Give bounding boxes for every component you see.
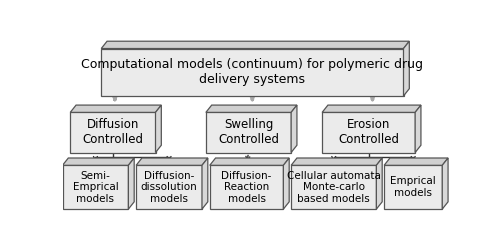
Polygon shape bbox=[101, 49, 404, 96]
Text: Computational models (continuum) for polymeric drug
delivery systems: Computational models (continuum) for pol… bbox=[82, 58, 423, 86]
Polygon shape bbox=[101, 41, 410, 49]
Polygon shape bbox=[384, 165, 442, 209]
Polygon shape bbox=[404, 41, 409, 96]
Polygon shape bbox=[156, 105, 162, 153]
Text: Emprical
models: Emprical models bbox=[390, 176, 436, 198]
Polygon shape bbox=[206, 112, 291, 153]
Polygon shape bbox=[210, 158, 289, 165]
Polygon shape bbox=[128, 158, 134, 209]
Polygon shape bbox=[291, 158, 382, 165]
Text: Cellular automata
Monte-carlo
based models: Cellular automata Monte-carlo based mode… bbox=[287, 171, 380, 204]
Polygon shape bbox=[136, 165, 202, 209]
Polygon shape bbox=[291, 165, 376, 209]
Text: Diffusion-
Reaction
models: Diffusion- Reaction models bbox=[222, 171, 272, 204]
Polygon shape bbox=[70, 105, 162, 112]
Polygon shape bbox=[384, 158, 448, 165]
Text: Semi-
Emprical
models: Semi- Emprical models bbox=[72, 171, 118, 204]
Polygon shape bbox=[376, 158, 382, 209]
Text: Diffusion-
dissolution
models: Diffusion- dissolution models bbox=[140, 171, 198, 204]
Polygon shape bbox=[62, 158, 134, 165]
Polygon shape bbox=[206, 105, 297, 112]
Polygon shape bbox=[70, 112, 156, 153]
Text: Erosion
Controlled: Erosion Controlled bbox=[338, 118, 399, 146]
Polygon shape bbox=[291, 105, 297, 153]
Text: Diffusion
Controlled: Diffusion Controlled bbox=[82, 118, 144, 146]
Polygon shape bbox=[442, 158, 448, 209]
Polygon shape bbox=[284, 158, 289, 209]
Polygon shape bbox=[322, 105, 421, 112]
Polygon shape bbox=[210, 165, 284, 209]
Polygon shape bbox=[202, 158, 208, 209]
Polygon shape bbox=[136, 158, 208, 165]
Polygon shape bbox=[415, 105, 421, 153]
Text: Swelling
Controlled: Swelling Controlled bbox=[218, 118, 279, 146]
Polygon shape bbox=[322, 112, 415, 153]
Polygon shape bbox=[62, 165, 128, 209]
